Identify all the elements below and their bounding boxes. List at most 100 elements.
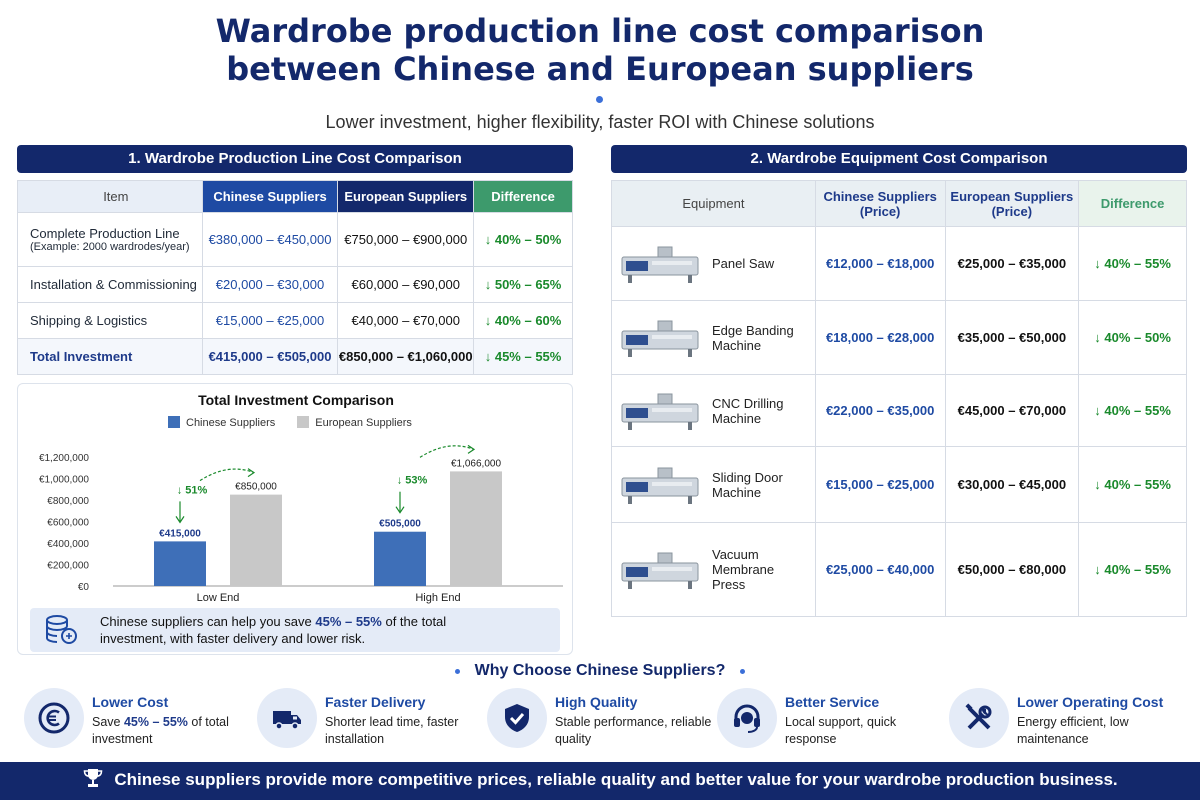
feature-faster-delivery: Faster Delivery Shorter lead time, faste… — [257, 688, 485, 754]
equipment-chinese-price: €18,000 – €28,000 — [814, 300, 946, 375]
equipment-name-line1: CNC Drilling — [712, 395, 784, 411]
row-chinese-price: €380,000 – €450,000 — [201, 212, 339, 267]
equipment-chinese-price: €25,000 – €40,000 — [814, 522, 946, 617]
equipment-european-price: €35,000 – €50,000 — [944, 300, 1080, 375]
feature-title: Lower Operating Cost — [1017, 694, 1164, 710]
legend-item-chinese: Chinese Suppliers — [168, 416, 275, 429]
data-label: €1,066,000 — [451, 458, 501, 469]
reduction-annotation: ↓ 51% — [177, 484, 208, 496]
header-item: Item — [17, 180, 203, 213]
equipment-name-line1: Panel Saw — [712, 256, 775, 271]
callout-highlight: 45% – 55% — [315, 614, 382, 629]
equipment-row: Panel Saw €12,000 – €18,000 €25,000 – €3… — [611, 226, 1187, 301]
coins-icon — [46, 615, 77, 644]
title-line-1: Wardrobe production line cost comparison — [215, 12, 985, 50]
annotation-curve-arrowhead — [467, 444, 476, 454]
subtitle: Lower investment, higher flexibility, fa… — [325, 112, 875, 132]
table-row: Shipping & Logistics €15,000 – €25,000 €… — [17, 302, 573, 339]
feature-better-service: Better Service Local support, quick resp… — [717, 688, 945, 754]
equipment-european-price: €50,000 – €80,000 — [944, 522, 1080, 617]
equipment-name: Sliding Door Machine — [612, 470, 815, 500]
data-label: €505,000 — [379, 519, 421, 530]
equipment-cell: Sliding Door Machine — [611, 446, 816, 523]
row-chinese-price: €15,000 – €25,000 — [201, 302, 339, 339]
equipment-cell: Edge Banding Machine — [611, 300, 816, 375]
total-label: Total Investment — [17, 338, 203, 375]
y-tick-label: €1,200,000 — [39, 453, 89, 464]
feature-icon-circle — [24, 688, 84, 748]
y-tick-label: €400,000 — [47, 539, 89, 550]
section1-heading: 1. Wardrobe Production Line Cost Compari… — [17, 145, 573, 173]
header-chinese-price: Chinese Suppliers (Price) — [814, 180, 946, 227]
feature-desc-text-end: of total investment — [92, 715, 229, 746]
bar — [450, 471, 502, 586]
bar — [374, 531, 426, 586]
headset-icon — [734, 704, 760, 733]
equipment-name-line2: Machine — [712, 410, 762, 426]
equipment-difference: ↓ 40% – 50% — [1078, 300, 1187, 375]
row-difference: ↓ 40% – 50% — [473, 212, 573, 267]
feature-title: Lower Cost — [92, 694, 169, 710]
feature-high-quality: High Quality Stable performance, reliabl… — [487, 688, 715, 754]
feature-lower-cost: Lower Cost Save 45% – 55% of total inves… — [24, 688, 252, 754]
footer-text: Chinese suppliers provide more competiti… — [114, 770, 1118, 789]
total-chinese-price: €415,000 – €505,000 — [201, 338, 339, 375]
header-european-label: European Suppliers — [950, 188, 1074, 204]
callout-line-2: investment, with faster delivery and low… — [100, 631, 366, 646]
shield-check-icon — [505, 704, 529, 732]
sliding-door-machine-icon — [621, 467, 699, 504]
trophy-icon — [84, 769, 103, 787]
header-chinese: Chinese Suppliers — [201, 180, 339, 213]
euro-icon — [38, 702, 70, 734]
feature-desc: Shorter lead time, faster installation — [325, 715, 459, 746]
equipment-name: CNC Drilling Machine — [612, 396, 815, 426]
feature-lower-operating-cost: Lower Operating Cost Energy efficient, l… — [949, 688, 1177, 754]
why-dot-right — [740, 669, 745, 674]
feature-icon-circle — [949, 688, 1009, 748]
equipment-chinese-price: €12,000 – €18,000 — [814, 226, 946, 301]
row-european-price: €750,000 – €900,000 — [337, 212, 475, 267]
annotation-arrowhead — [395, 506, 405, 514]
row-item-label: Complete Production Line — [30, 226, 180, 241]
row-chinese-price: €20,000 – €30,000 — [201, 266, 339, 303]
total-european-price: €850,000 – €1,060,000 — [337, 338, 475, 375]
legend-item-european: European Suppliers — [297, 416, 412, 429]
equipment-row: Sliding Door Machine €15,000 – €25,000 €3… — [611, 446, 1187, 523]
equipment-difference: ↓ 40% – 55% — [1078, 522, 1187, 617]
equipment-difference: ↓ 40% – 55% — [1078, 374, 1187, 447]
equipment-name-line2: Press — [712, 577, 746, 592]
bar-chart: €0 €200,000 €400,000 €600,000 €800,000 €1,000… — [39, 444, 563, 604]
header-difference: Difference — [1078, 180, 1187, 227]
y-tick-label: €1,000,000 — [39, 475, 89, 486]
row-item: Shipping & Logistics — [17, 302, 203, 339]
equipment-cell: Vacuum Membrane Press — [611, 522, 816, 617]
y-tick-label: €800,000 — [47, 496, 89, 507]
legend-swatch — [297, 416, 310, 428]
equipment-cell: Panel Saw — [611, 226, 816, 301]
x-tick-label: Low End — [197, 592, 240, 604]
bar — [230, 494, 282, 586]
why-title: Why Choose Chinese Suppliers? — [474, 662, 726, 679]
annotation-curve-arrowhead — [247, 468, 256, 478]
equipment-chinese-price: €22,000 – €35,000 — [814, 374, 946, 447]
feature-desc: Stable performance, reliable quality — [555, 715, 712, 746]
annotation-curve-arrow — [199, 468, 255, 482]
footer-banner: Chinese suppliers provide more competiti… — [0, 762, 1200, 800]
y-tick-label: €600,000 — [47, 518, 89, 529]
truck-icon — [273, 711, 301, 730]
equipment-name: Edge Banding Machine — [612, 323, 815, 353]
feature-icon-circle — [717, 688, 777, 748]
y-tick-label: €0 — [78, 582, 90, 593]
row-european-price: €60,000 – €90,000 — [337, 266, 475, 303]
callout-text-end: of the total — [381, 614, 447, 629]
section2-heading: 2. Wardrobe Equipment Cost Comparison — [611, 145, 1187, 173]
equipment-name-line2: Machine — [712, 484, 762, 500]
equipment-name: Vacuum Membrane Press — [612, 547, 815, 592]
row-item-sub: (Example: 2000 wardrodes/year) — [30, 241, 190, 253]
equipment-name-line1: Sliding Door — [712, 469, 783, 485]
row-european-price: €40,000 – €70,000 — [337, 302, 475, 339]
equipment-row: Edge Banding Machine €18,000 – €28,000 €3… — [611, 300, 1187, 375]
equipment-name-line1: Vacuum Membrane — [712, 547, 775, 577]
page-title: Wardrobe production line cost comparison… — [0, 12, 1200, 88]
vacuum-press-icon — [621, 552, 699, 589]
